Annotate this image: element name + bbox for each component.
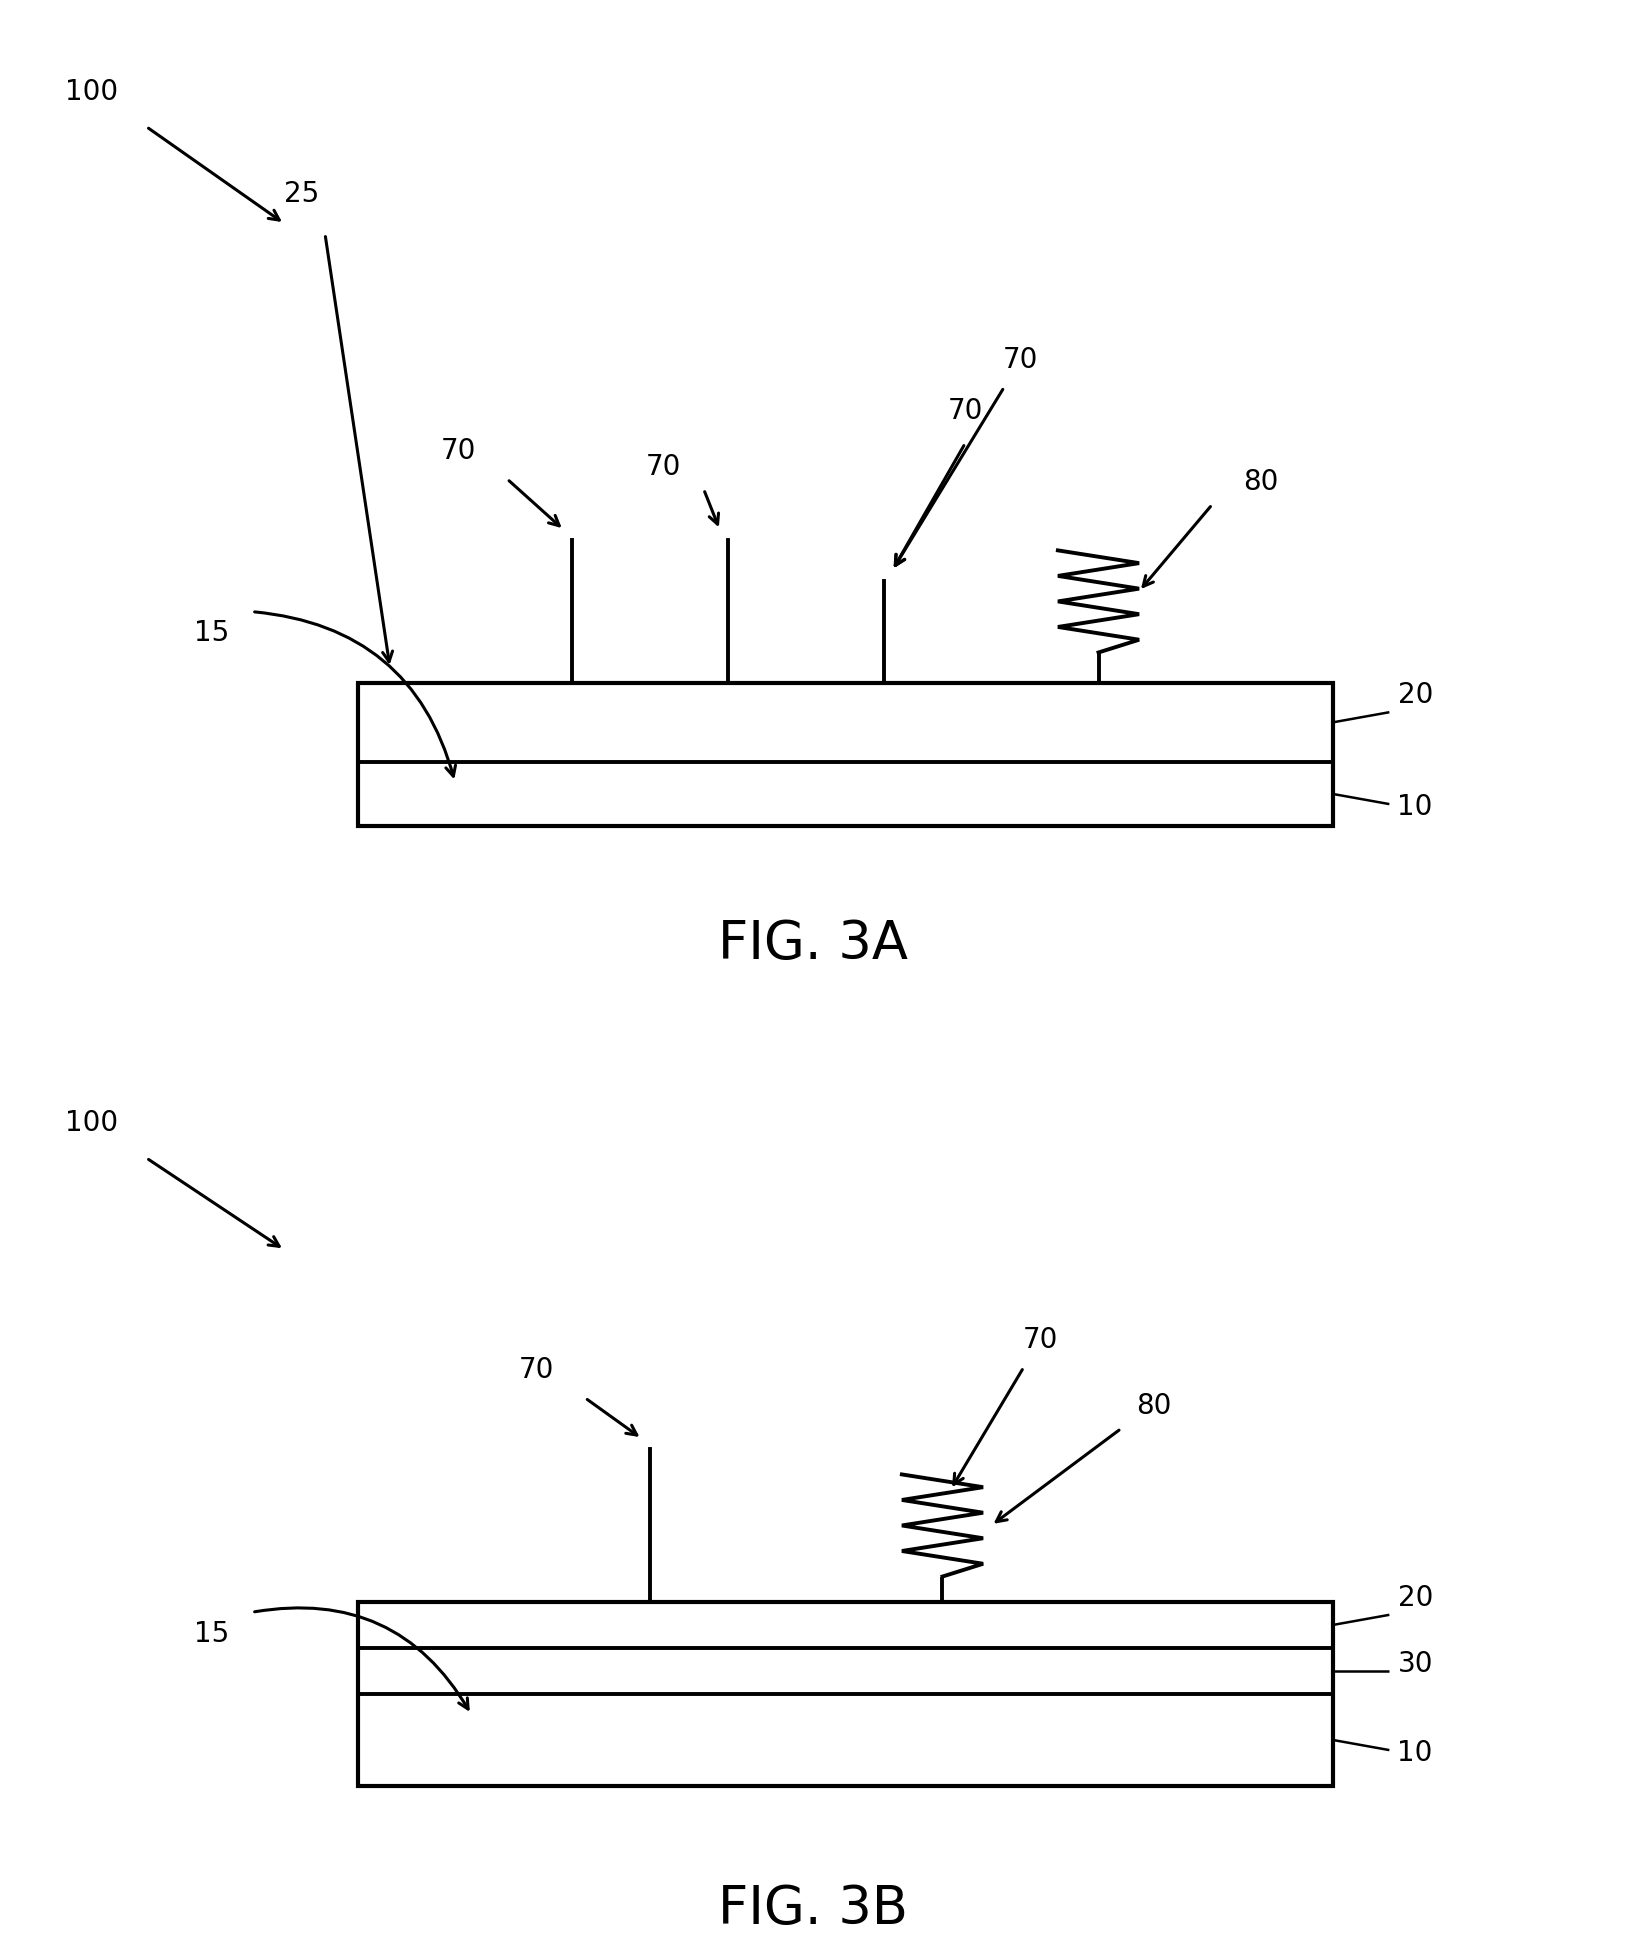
Text: 70: 70 bbox=[440, 438, 476, 465]
Text: 100: 100 bbox=[65, 78, 119, 107]
Text: 30: 30 bbox=[1398, 1650, 1433, 1677]
Text: 20: 20 bbox=[1398, 1582, 1433, 1611]
Bar bbox=[358, 1602, 1332, 1786]
Text: 70: 70 bbox=[518, 1355, 554, 1384]
Text: 70: 70 bbox=[1022, 1324, 1058, 1353]
Text: 100: 100 bbox=[65, 1109, 119, 1136]
Text: 80: 80 bbox=[1243, 467, 1279, 496]
Text: 80: 80 bbox=[1136, 1392, 1172, 1419]
Text: FIG. 3B: FIG. 3B bbox=[718, 1883, 907, 1935]
Text: 20: 20 bbox=[1398, 681, 1433, 708]
Text: FIG. 3A: FIG. 3A bbox=[718, 917, 907, 970]
Text: 15: 15 bbox=[193, 619, 229, 648]
Text: 10: 10 bbox=[1398, 793, 1433, 820]
Text: 10: 10 bbox=[1398, 1739, 1433, 1766]
Bar bbox=[358, 684, 1332, 826]
Text: 70: 70 bbox=[645, 452, 681, 481]
Text: 70: 70 bbox=[1003, 345, 1038, 374]
Text: 70: 70 bbox=[947, 396, 983, 425]
Text: 25: 25 bbox=[284, 180, 320, 207]
Text: 15: 15 bbox=[193, 1619, 229, 1646]
